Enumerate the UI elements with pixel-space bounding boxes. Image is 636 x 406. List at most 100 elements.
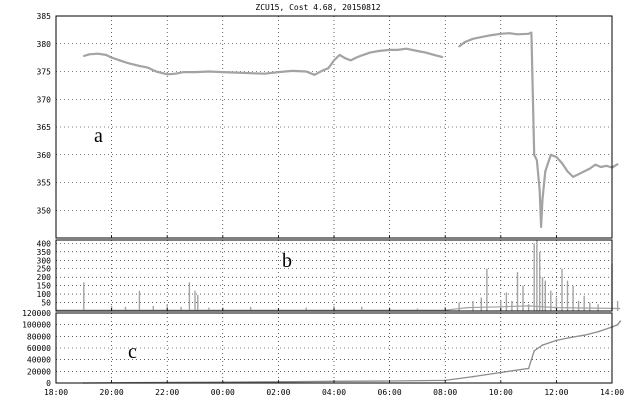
price-point bbox=[541, 198, 544, 201]
price-point bbox=[566, 170, 569, 173]
price-point bbox=[388, 49, 391, 51]
x-tick-label: 10:00 bbox=[489, 388, 513, 397]
plot-frames bbox=[55, 15, 613, 384]
price-point bbox=[119, 59, 121, 62]
y-tick-label: 80000 bbox=[27, 332, 51, 341]
price-point bbox=[249, 72, 252, 75]
price-point bbox=[110, 56, 113, 59]
price-point bbox=[472, 37, 474, 40]
price-point bbox=[174, 72, 177, 75]
price-point bbox=[463, 41, 466, 43]
price-point bbox=[333, 59, 335, 62]
x-tick-label: 06:00 bbox=[378, 388, 402, 397]
price-point bbox=[277, 71, 280, 73]
price-point bbox=[600, 166, 602, 168]
y-tick-label: 100 bbox=[37, 290, 52, 299]
y-tick-label: 400 bbox=[37, 239, 52, 248]
price-point bbox=[105, 54, 107, 56]
y-tick-label: 250 bbox=[37, 265, 52, 274]
y-tick-label: 50 bbox=[41, 299, 51, 308]
cumulative-point bbox=[527, 367, 530, 370]
price-point bbox=[96, 52, 99, 55]
price-point bbox=[480, 36, 483, 38]
price-point bbox=[355, 56, 358, 59]
price-point bbox=[338, 54, 341, 56]
price-point bbox=[583, 170, 586, 173]
y-tick-label: 350 bbox=[37, 248, 52, 257]
tick-labels: 18:00 20:00 22:00 00:00 02:00 04:00 06:00 08:00… bbox=[22, 12, 624, 397]
price-point bbox=[530, 31, 533, 34]
price-point bbox=[146, 66, 149, 69]
price-point bbox=[88, 53, 91, 56]
panel-label: a bbox=[94, 125, 103, 147]
y-tick-label: 150 bbox=[37, 282, 52, 291]
y-tick-label: 40000 bbox=[27, 356, 51, 365]
cumulative-point bbox=[472, 375, 474, 378]
price-point bbox=[588, 167, 591, 170]
price-point bbox=[208, 70, 210, 73]
price-point bbox=[327, 67, 330, 70]
price-point bbox=[155, 70, 158, 73]
price-point bbox=[127, 62, 130, 65]
price-point bbox=[183, 71, 185, 73]
x-tick-label: 18:00 bbox=[44, 388, 68, 397]
y-tick-label: 380 bbox=[37, 40, 52, 49]
x-tick-label: 02:00 bbox=[266, 388, 290, 397]
price-point bbox=[377, 50, 380, 52]
panel-frame bbox=[55, 312, 613, 384]
price-point bbox=[549, 153, 552, 156]
panel-frame bbox=[55, 239, 613, 312]
price-point bbox=[577, 173, 580, 176]
cumulative-point bbox=[597, 330, 599, 333]
panel-labels: a b c bbox=[94, 125, 292, 363]
price-point bbox=[561, 162, 563, 165]
price-point bbox=[313, 73, 316, 76]
y-tick-label: 300 bbox=[37, 256, 52, 265]
cumulative-point bbox=[619, 320, 622, 323]
y-tick-label: 60000 bbox=[27, 344, 51, 353]
price-point bbox=[291, 70, 294, 72]
price-point bbox=[616, 163, 619, 166]
price-point bbox=[369, 51, 371, 54]
price-point bbox=[344, 57, 346, 60]
x-tick-label: 14:00 bbox=[600, 388, 624, 397]
cumulative-point bbox=[583, 334, 585, 337]
y-tick-label: 0 bbox=[46, 379, 51, 388]
price-point bbox=[433, 54, 435, 56]
y-tick-label: 375 bbox=[37, 68, 52, 77]
price-point bbox=[397, 49, 399, 51]
y-tick-label: 20000 bbox=[27, 367, 51, 376]
price-series-line bbox=[83, 47, 443, 76]
price-point bbox=[572, 176, 574, 178]
price-point bbox=[540, 226, 542, 228]
cumulative-line bbox=[83, 320, 621, 384]
cumulative-point bbox=[500, 371, 502, 374]
y-tick-label: 100000 bbox=[22, 321, 51, 330]
price-point bbox=[322, 69, 324, 72]
cumulative-point bbox=[569, 336, 572, 339]
price-point bbox=[516, 33, 519, 36]
price-point bbox=[360, 54, 363, 57]
y-tick-label: 355 bbox=[37, 179, 52, 188]
price-point bbox=[349, 59, 352, 62]
price-point bbox=[594, 163, 597, 166]
x-tick-label: 12:00 bbox=[544, 388, 568, 397]
panel-frame bbox=[55, 15, 613, 239]
panel-label: c bbox=[128, 341, 137, 363]
price-point bbox=[405, 47, 408, 50]
plot-data bbox=[56, 31, 622, 384]
cumulative-point bbox=[555, 339, 558, 342]
price-point bbox=[441, 56, 444, 58]
cumulative-point bbox=[616, 323, 619, 326]
panel-label: b bbox=[282, 250, 292, 272]
price-point bbox=[533, 153, 536, 156]
grid-lines bbox=[56, 16, 612, 383]
price-point bbox=[194, 71, 196, 73]
price-point bbox=[263, 72, 266, 75]
y-tick-label: 120000 bbox=[22, 309, 51, 318]
cumulative-point bbox=[533, 350, 535, 352]
price-series-line bbox=[458, 31, 619, 228]
x-tick-label: 20:00 bbox=[100, 388, 124, 397]
y-tick-label: 365 bbox=[37, 123, 52, 132]
